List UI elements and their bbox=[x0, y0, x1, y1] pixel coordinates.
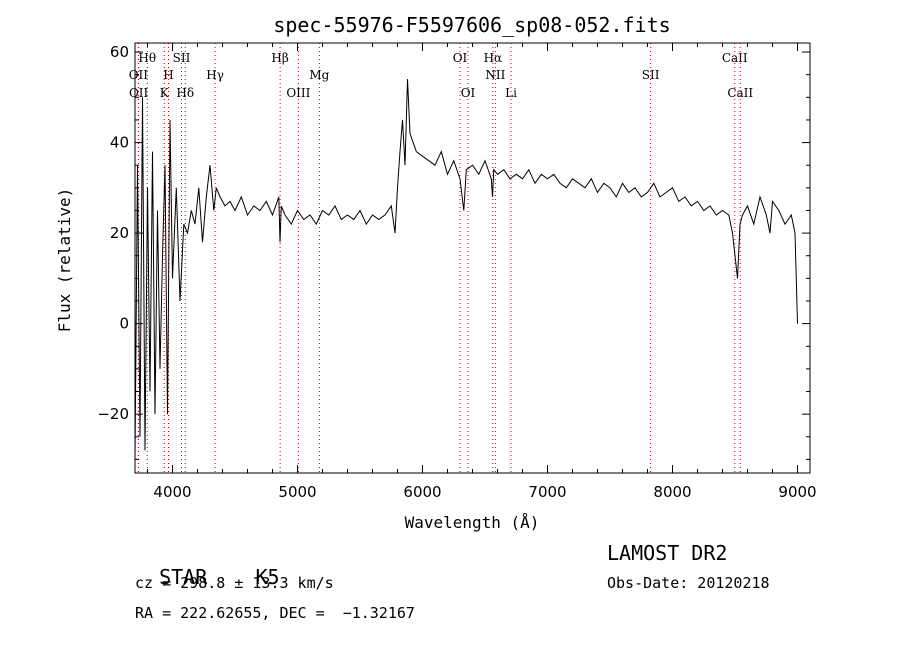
x-tick-label: 5000 bbox=[278, 483, 316, 501]
line-label: Hδ bbox=[176, 86, 194, 100]
line-label: Hβ bbox=[271, 51, 288, 65]
line-label: SII bbox=[642, 68, 660, 82]
line-label: CaII bbox=[727, 86, 753, 100]
object-class: STAR K5 bbox=[135, 541, 280, 589]
line-label: SII bbox=[173, 51, 191, 65]
line-label: Li bbox=[505, 86, 517, 100]
axis-ticks: 4000 5000 6000 7000 8000 9000 −20 0 20 40 60 bbox=[97, 43, 817, 501]
line-label: OII bbox=[129, 86, 149, 100]
chart-title: spec-55976-F5597606_sp08-052.fits bbox=[273, 13, 670, 37]
spectrum-line bbox=[134, 79, 798, 460]
line-label: NII bbox=[485, 68, 505, 82]
survey-name: LAMOST DR2 bbox=[607, 541, 728, 565]
y-tick-label: 0 bbox=[119, 315, 129, 333]
redshift-value: cz = 298.8 ± 13.3 km/s bbox=[135, 574, 334, 592]
y-axis-label: Flux (relative) bbox=[55, 188, 74, 333]
y-tick-label: −20 bbox=[97, 405, 129, 423]
x-tick-label: 7000 bbox=[528, 483, 566, 501]
line-label: Hα bbox=[484, 51, 503, 65]
line-label: K bbox=[160, 86, 170, 100]
coordinates: RA = 222.62655, DEC = −1.32167 bbox=[135, 604, 415, 622]
x-tick-label: 8000 bbox=[653, 483, 691, 501]
x-tick-label: 9000 bbox=[778, 483, 816, 501]
line-label: OI bbox=[453, 51, 468, 65]
line-label: Hθ bbox=[138, 51, 156, 65]
subclass-text: K5 bbox=[255, 565, 280, 589]
line-label: Hγ bbox=[206, 68, 224, 82]
plot-frame bbox=[134, 42, 811, 474]
spectrum-series bbox=[134, 79, 798, 460]
x-axis-label: Wavelength (Å) bbox=[405, 513, 540, 532]
y-tick-label: 20 bbox=[110, 224, 129, 242]
line-label: H bbox=[163, 68, 173, 82]
line-label: OI bbox=[461, 86, 476, 100]
x-tick-label: 4000 bbox=[153, 483, 191, 501]
class-text: STAR bbox=[159, 565, 208, 589]
line-label: Mg bbox=[309, 68, 329, 82]
observation-date: Obs-Date: 20120218 bbox=[607, 574, 770, 592]
x-tick-label: 6000 bbox=[403, 483, 441, 501]
y-tick-label: 40 bbox=[110, 134, 129, 152]
line-label: CaII bbox=[722, 51, 748, 65]
y-tick-label: 60 bbox=[110, 43, 129, 61]
line-label: OIII bbox=[286, 86, 310, 100]
